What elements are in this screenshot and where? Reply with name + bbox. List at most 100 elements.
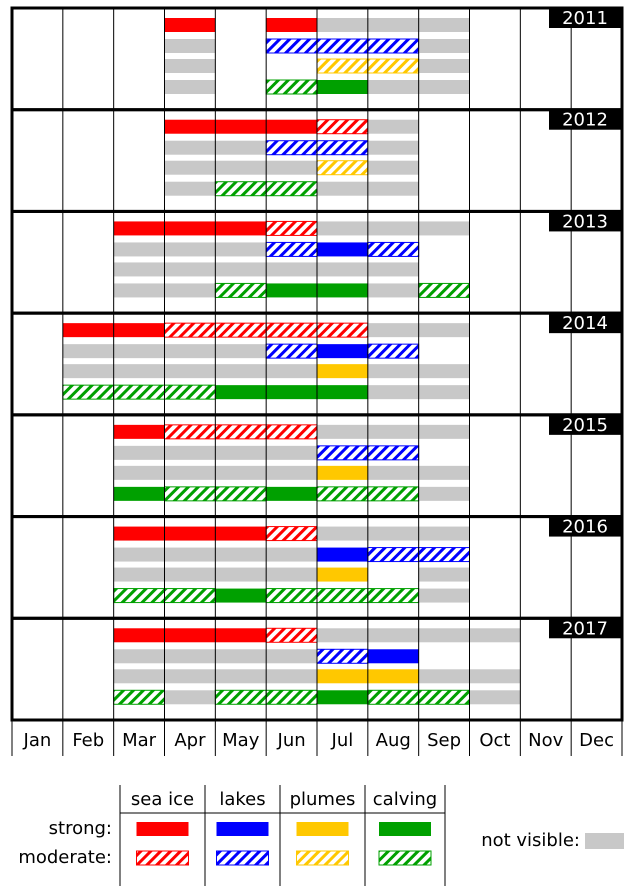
x-tick-label: Apr	[174, 730, 206, 751]
cell	[215, 242, 267, 257]
cell	[113, 283, 165, 298]
cell	[164, 628, 216, 643]
year-label: 2017	[562, 618, 608, 639]
cell	[316, 486, 369, 502]
x-tick-label: Jul	[331, 730, 354, 751]
x-tick-label: Mar	[122, 730, 157, 751]
cell	[113, 364, 165, 379]
cell	[164, 80, 216, 94]
cell	[317, 526, 368, 541]
cell	[113, 689, 165, 705]
cell	[316, 445, 369, 461]
cell	[164, 18, 216, 32]
cell	[265, 343, 318, 359]
cell	[367, 385, 419, 400]
cell	[266, 262, 317, 277]
cell	[215, 588, 267, 603]
cell	[469, 690, 521, 705]
cell	[317, 385, 368, 400]
cell	[265, 322, 318, 338]
cell	[367, 343, 420, 359]
cell	[418, 385, 470, 400]
cell	[367, 424, 419, 439]
cell	[215, 364, 267, 379]
year-label: 2012	[562, 110, 608, 131]
legend-swatch	[378, 850, 432, 866]
cell	[215, 526, 267, 541]
cell	[317, 344, 368, 359]
cell	[164, 649, 216, 664]
cell	[367, 689, 420, 705]
cell	[164, 588, 216, 604]
cell	[164, 669, 216, 684]
cell	[316, 322, 369, 338]
cell	[215, 140, 267, 155]
cell	[164, 221, 216, 236]
cell	[265, 588, 318, 604]
cell	[265, 526, 318, 542]
cell	[317, 690, 368, 705]
cell	[164, 526, 216, 541]
cell	[214, 322, 267, 338]
x-tick-label: Feb	[72, 730, 104, 751]
cell	[367, 364, 419, 379]
cell	[367, 649, 419, 664]
cell	[214, 181, 267, 197]
cell	[266, 445, 317, 460]
cell	[266, 567, 317, 582]
legend-header: sea ice	[131, 789, 194, 810]
cell	[265, 79, 318, 95]
legend-swatch	[136, 822, 189, 836]
cell	[215, 385, 267, 400]
cell	[215, 669, 267, 684]
cell	[214, 689, 267, 705]
cell	[215, 628, 267, 643]
year-label: 2014	[562, 313, 608, 334]
cell	[62, 344, 114, 359]
cell	[164, 690, 216, 705]
cell	[418, 424, 470, 439]
cell	[113, 486, 165, 501]
cell	[215, 119, 267, 134]
x-tick-label: Jun	[277, 730, 306, 751]
cell	[266, 649, 317, 664]
cell	[215, 221, 267, 236]
cell	[418, 39, 470, 53]
x-tick-label: Nov	[528, 730, 563, 751]
cell	[367, 241, 420, 257]
cell	[418, 221, 470, 236]
cell	[316, 140, 369, 156]
cell	[316, 38, 369, 54]
legend-header: plumes	[290, 789, 356, 810]
cell	[164, 424, 216, 440]
cell	[367, 588, 420, 604]
legend-swatch	[296, 822, 349, 836]
cell	[317, 547, 368, 562]
cell	[215, 344, 267, 359]
cell	[215, 160, 267, 175]
cell	[265, 220, 318, 236]
cell	[367, 628, 419, 643]
year-label: 2015	[562, 415, 608, 436]
cell	[214, 486, 267, 502]
year-box	[549, 516, 622, 537]
legend-swatch	[296, 850, 349, 866]
x-tick-label: May	[222, 730, 260, 751]
cell	[113, 649, 165, 664]
cell	[316, 588, 369, 604]
cell	[265, 140, 318, 156]
cell	[215, 547, 267, 562]
cell	[113, 526, 165, 541]
cell	[367, 119, 419, 134]
cell	[317, 262, 368, 277]
cell	[317, 424, 368, 439]
cell	[164, 322, 216, 338]
cell	[215, 445, 267, 460]
year-label: 2013	[562, 211, 608, 232]
cell	[266, 669, 317, 684]
cell	[113, 344, 165, 359]
cell	[265, 689, 318, 705]
cell	[317, 465, 368, 480]
cell	[418, 669, 470, 684]
cell	[214, 282, 267, 298]
